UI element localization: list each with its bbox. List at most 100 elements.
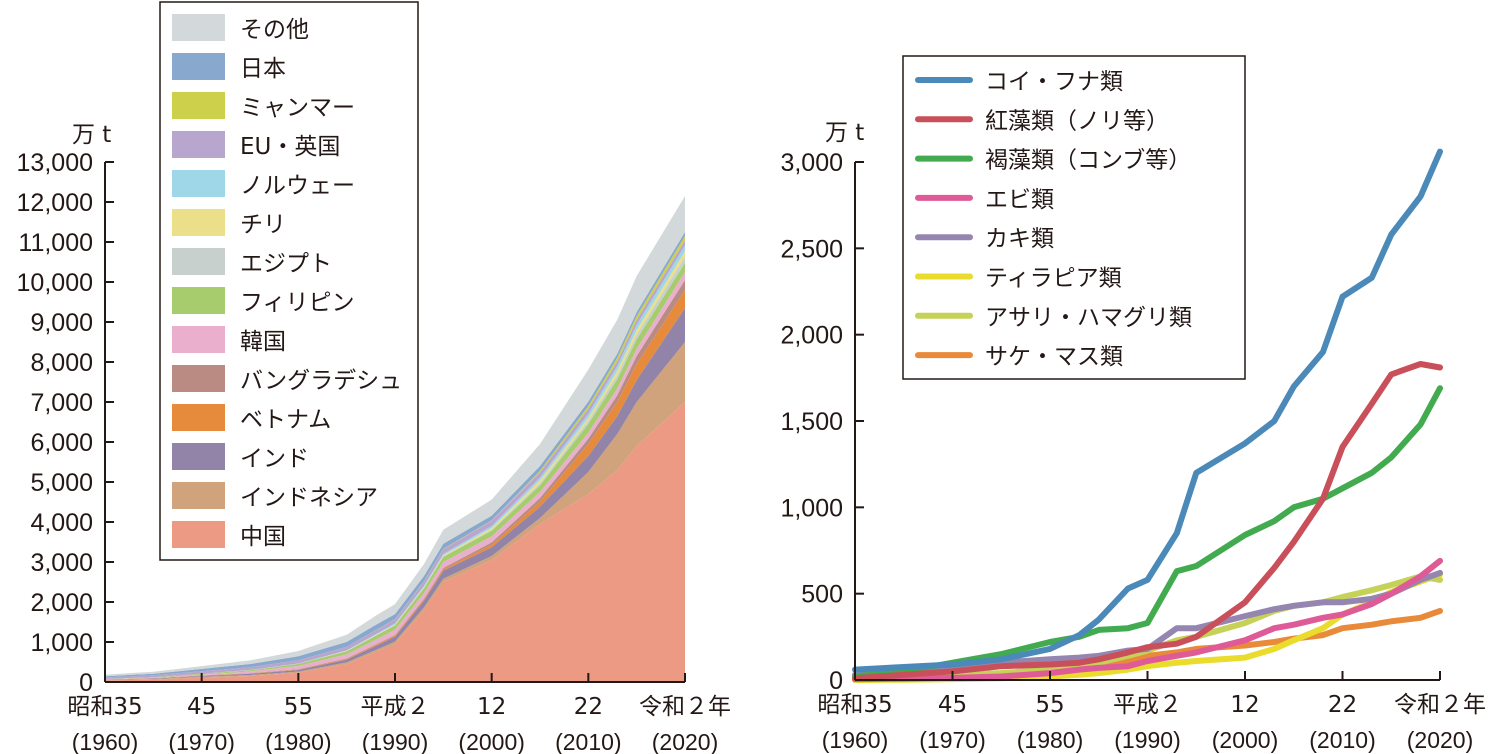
legend-swatch [172, 92, 225, 119]
y-tick-label: 5,000 [30, 469, 93, 497]
legend-swatch [172, 14, 225, 41]
x-tick-era-label: 令和２年 [1394, 692, 1486, 718]
x-tick-year-label: (1980) [1017, 727, 1083, 753]
legend-label: フィリピン [240, 290, 355, 316]
legend-swatch [172, 404, 225, 431]
legend-swatch [172, 326, 225, 353]
legend-swatch [172, 248, 225, 275]
y-tick-label: 0 [79, 669, 93, 697]
legend-swatch [172, 482, 225, 509]
x-tick-era-label: 昭和35 [817, 692, 892, 718]
right-y-unit-label: 万 t [825, 120, 864, 146]
x-tick-year-label: (2000) [1212, 727, 1278, 753]
left-y-unit-label: 万 t [72, 122, 111, 148]
species-lines [852, 148, 1443, 683]
legend-label: その他 [240, 17, 309, 43]
stacked-areas [105, 196, 685, 682]
x-tick-era-label: 22 [1328, 692, 1357, 718]
line-紅藻類（ノリ等） [852, 361, 1443, 682]
x-tick-year-label: (1990) [362, 729, 428, 754]
legend-label: ティラピア類 [985, 266, 1122, 292]
legend-label: エジプト [240, 251, 332, 277]
x-tick-year-label: (1960) [822, 727, 888, 753]
x-tick-era-label: 12 [1230, 692, 1259, 718]
y-tick-label: 4,000 [30, 509, 93, 537]
area-中国 [105, 402, 685, 682]
x-tick-era-label: 令和２年 [639, 694, 731, 720]
y-tick-label: 6,000 [30, 429, 93, 457]
x-tick-era-label: 45 [187, 694, 216, 720]
x-tick-era-label: 45 [938, 692, 967, 718]
y-tick-label: 9,000 [30, 309, 93, 337]
legend-swatch [172, 365, 225, 392]
y-tick-label: 12,000 [17, 189, 93, 217]
x-tick-year-label: (2020) [1407, 727, 1473, 753]
legend-label: サケ・マス類 [985, 344, 1123, 370]
y-tick-label: 0 [829, 667, 843, 695]
y-tick-label: 2,000 [780, 322, 843, 350]
legend-swatch [172, 131, 225, 158]
x-tick-era-label: 55 [1035, 692, 1064, 718]
legend-label: インド [240, 446, 309, 472]
x-tick-year-label: (2010) [1309, 727, 1375, 753]
legend-label: 紅藻類（ノリ等） [985, 108, 1169, 134]
legend-label: コイ・フナ類 [985, 69, 1123, 95]
stacked-area-chart-by-country: 0 1,000 2,000 3,000 4,000 5,000 6,000 7,000 8,00… [17, 1, 731, 754]
x-tick-era-label: 昭和35 [67, 694, 142, 720]
legend-label: カキ類 [985, 226, 1054, 252]
y-tick-label: 7,000 [30, 389, 93, 417]
right-axes: 0 500 1,000 1,500 2,000 2,500 3,000 昭和35 (1960) 4… [780, 149, 1486, 753]
legend-label: ノルウェー [240, 173, 355, 199]
x-tick-era-label: 12 [477, 694, 506, 720]
legend-label: インドネシア [240, 485, 378, 511]
y-tick-label: 2,000 [30, 589, 93, 617]
legend-label: チリ [240, 212, 286, 238]
legend-label: 韓国 [240, 329, 286, 355]
x-tick-era-label: 22 [574, 694, 603, 720]
y-tick-label: 3,000 [30, 549, 93, 577]
line-褐藻類（コンブ等） [852, 385, 1443, 680]
y-tick-label: 10,000 [17, 269, 93, 297]
legend-swatch [172, 287, 225, 314]
left-legend-box [159, 1, 419, 561]
x-tick-year-label: (2010) [555, 729, 621, 754]
line-コイ・フナ類 [852, 148, 1443, 673]
x-tick-era-label: 平成２ [1113, 692, 1182, 718]
y-tick-label: 1,500 [780, 408, 843, 436]
x-tick-era-label: 平成２ [361, 694, 430, 720]
x-tick-era-label: 55 [284, 694, 313, 720]
y-tick-label: 8,000 [30, 349, 93, 377]
x-tick-year-label: (1960) [72, 729, 138, 754]
x-tick-year-label: (2000) [458, 729, 524, 754]
legend-swatch [172, 443, 225, 470]
y-tick-label: 3,000 [780, 149, 843, 177]
line-エビ類 [852, 557, 1443, 683]
legend-swatch [172, 209, 225, 236]
y-tick-label: 2,500 [780, 235, 843, 263]
legend-label: ミャンマー [240, 95, 355, 121]
y-tick-label: 1,000 [780, 494, 843, 522]
legend-label: EU・英国 [240, 134, 340, 160]
legend-label: 中国 [240, 524, 286, 550]
x-tick-year-label: (2020) [652, 729, 718, 754]
x-tick-year-label: (1970) [919, 727, 985, 753]
line-chart-by-species: 0 500 1,000 1,500 2,000 2,500 3,000 昭和35 (1960) 4… [780, 55, 1486, 753]
y-tick-label: 1,000 [30, 629, 93, 657]
x-tick-year-label: (1970) [168, 729, 234, 754]
legend-label: エビ類 [985, 187, 1054, 213]
right-legend-box [902, 55, 1246, 380]
y-tick-label: 500 [801, 581, 843, 609]
left-axes: 0 1,000 2,000 3,000 4,000 5,000 6,000 7,000 8,00… [17, 149, 731, 754]
legend-label: アサリ・ハマグリ類 [985, 305, 1192, 331]
legend-swatch [172, 521, 225, 548]
y-tick-label: 13,000 [17, 149, 93, 177]
legend-label: 日本 [240, 56, 286, 82]
legend-label: 褐藻類（コンブ等） [985, 148, 1191, 174]
x-tick-year-label: (1980) [265, 729, 331, 754]
legend-swatch [172, 170, 225, 197]
legend-swatch [172, 53, 225, 80]
legend-label: バングラデシュ [240, 368, 402, 394]
